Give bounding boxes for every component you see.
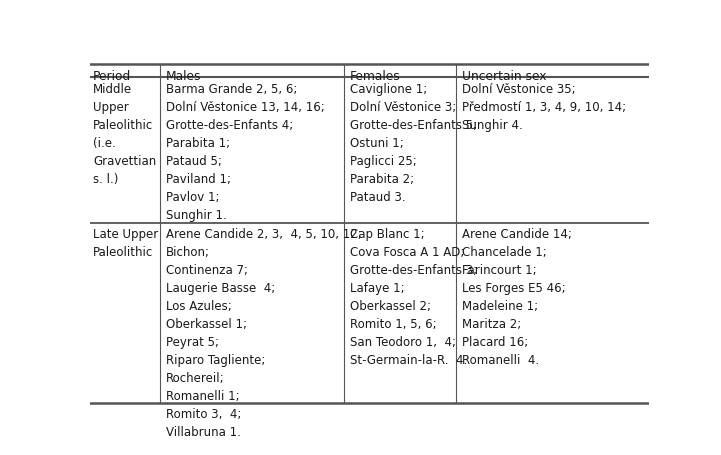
- Text: Males: Males: [166, 70, 201, 83]
- Text: Dolní Věstonice 35;
Předmostí 1, 3, 4, 9, 10, 14;
Sunghir 4.: Dolní Věstonice 35; Předmostí 1, 3, 4, 9…: [461, 83, 626, 131]
- Text: Arene Candide 14;
Chancelade 1;
Farincourt 1;
Les Forges E5 46;
Madeleine 1;
Mar: Arene Candide 14; Chancelade 1; Farincou…: [461, 228, 572, 367]
- Text: Uncertain sex: Uncertain sex: [461, 70, 547, 83]
- Text: Period: Period: [93, 70, 131, 83]
- Text: Late Upper
Paleolithic: Late Upper Paleolithic: [93, 228, 158, 259]
- Text: Arene Candide 2, 3,  4, 5, 10, 12;
Bichon;
Continenza 7;
Laugerie Basse  4;
Los : Arene Candide 2, 3, 4, 5, 10, 12; Bichon…: [166, 228, 361, 439]
- Text: Barma Grande 2, 5, 6;
Dolní Věstonice 13, 14, 16;
Grotte-des-Enfants 4;
Parabita: Barma Grande 2, 5, 6; Dolní Věstonice 13…: [166, 83, 324, 222]
- Text: Caviglione 1;
Dolní Věstonice 3;
Grotte-des-Enfants 5;
Ostuni 1;
Paglicci 25;
Pa: Caviglione 1; Dolní Věstonice 3; Grotte-…: [350, 83, 477, 204]
- Text: Females: Females: [350, 70, 401, 83]
- Text: Middle
Upper
Paleolithic
(i.e.
Gravettian
s. l.): Middle Upper Paleolithic (i.e. Gravettia…: [93, 83, 156, 186]
- Text: Cap Blanc 1;
Cova Fosca A 1 AD;
Grotte-des-Enfants 3;
Lafaye 1;
Oberkassel 2;
Ro: Cap Blanc 1; Cova Fosca A 1 AD; Grotte-d…: [350, 228, 477, 367]
